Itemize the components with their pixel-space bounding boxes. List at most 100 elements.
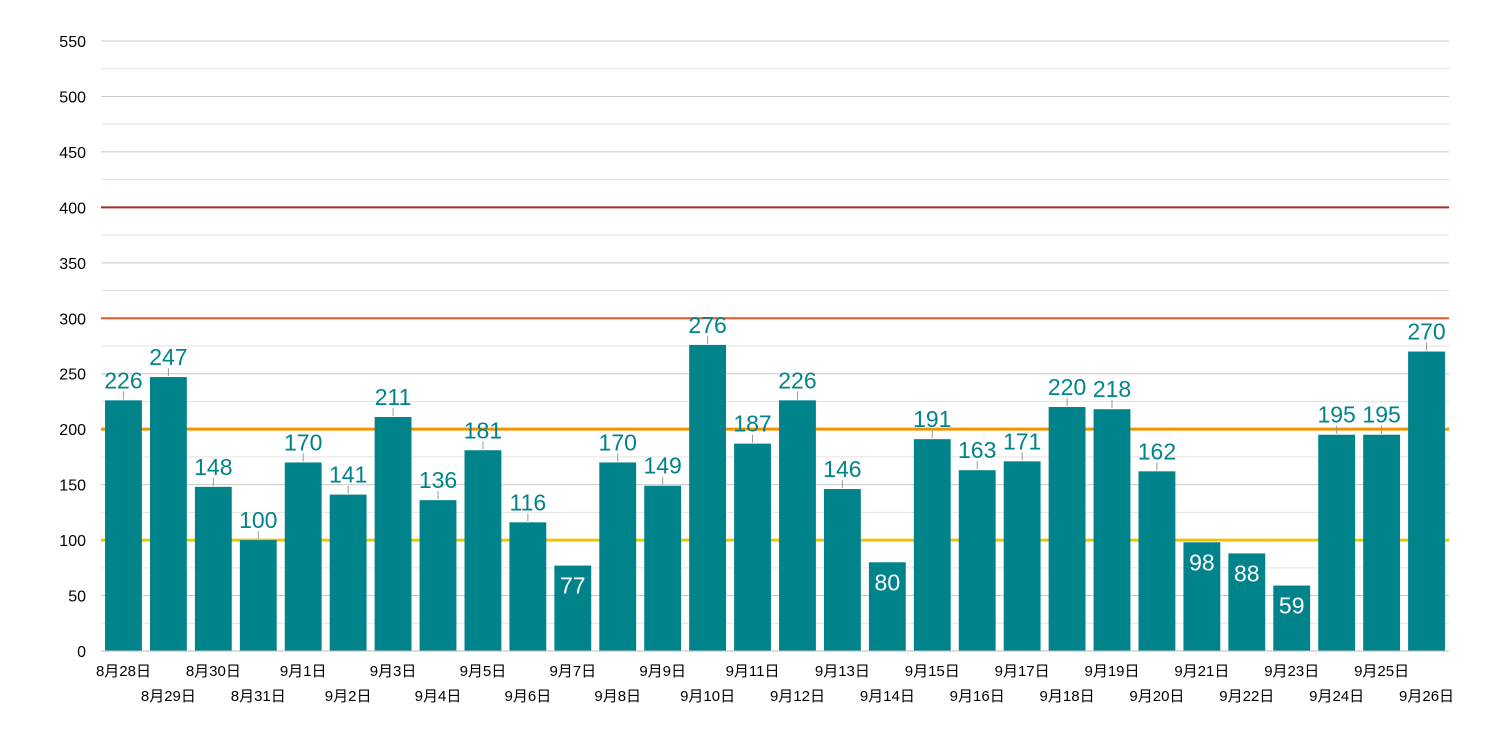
- data-labels: 2262471481001701412111361811167717014927…: [104, 312, 1445, 619]
- bar: [823, 489, 861, 651]
- bar: [779, 400, 816, 651]
- data-label: 77: [560, 573, 586, 599]
- data-label: 195: [1362, 402, 1400, 428]
- bar: [374, 416, 412, 651]
- data-label: 218: [1093, 376, 1131, 402]
- data-label: 276: [688, 312, 726, 338]
- x-tick-label: 9月3日: [370, 663, 417, 680]
- x-tick-label: 9月21日: [1174, 663, 1229, 680]
- bar: [958, 470, 996, 651]
- x-tick-label: 9月1日: [280, 663, 327, 680]
- data-label: 100: [239, 507, 277, 533]
- data-label: 181: [464, 417, 502, 443]
- data-label: 148: [194, 454, 232, 480]
- reference-lines: [101, 206, 1449, 542]
- bar: [419, 500, 457, 651]
- x-tick-label: 9月24日: [1309, 688, 1364, 705]
- bar: [1273, 585, 1311, 651]
- bar: [1363, 434, 1401, 651]
- x-tick-label: 9月20日: [1129, 688, 1184, 705]
- data-label: 98: [1189, 549, 1215, 575]
- bar: [1048, 407, 1086, 651]
- data-label: 162: [1138, 438, 1176, 464]
- y-tick-label: 0: [77, 644, 86, 661]
- data-label: 270: [1407, 319, 1445, 345]
- bar: [329, 494, 367, 651]
- y-tick-label: 500: [59, 89, 86, 106]
- y-tick-label: 200: [59, 422, 86, 439]
- x-tick-label: 9月6日: [505, 688, 552, 705]
- y-axis: 0 50 100 150 200 250 300 350 400 450 500 550: [59, 34, 86, 661]
- data-label: 149: [643, 453, 681, 479]
- y-tick-label: 400: [59, 200, 86, 217]
- bar: [1003, 461, 1041, 651]
- data-label: 141: [329, 462, 367, 488]
- data-label: 211: [375, 384, 412, 410]
- x-tick-label: 9月17日: [995, 663, 1050, 680]
- y-tick-label: 450: [59, 145, 86, 162]
- x-tick-label: 9月22日: [1219, 688, 1274, 705]
- y-tick-label: 150: [59, 478, 86, 495]
- bar: [599, 462, 637, 651]
- bar: [284, 462, 322, 651]
- x-tick-label: 9月11日: [726, 663, 780, 680]
- x-tick-label: 9月4日: [415, 688, 462, 705]
- x-tick-label: 9月14日: [860, 688, 915, 705]
- data-label: 146: [823, 456, 861, 482]
- x-tick-label: 9月7日: [549, 663, 596, 680]
- x-tick-label: 9月25日: [1354, 663, 1409, 680]
- y-tick-label: 50: [68, 589, 86, 606]
- bar: [1183, 542, 1221, 651]
- x-tick-label: 9月2日: [325, 688, 372, 705]
- x-tick-label: 8月30日: [186, 663, 241, 680]
- x-tick-label: 9月9日: [639, 663, 686, 680]
- x-tick-label: 9月8日: [594, 688, 641, 705]
- data-label: 226: [104, 367, 142, 393]
- bar: [1093, 409, 1131, 651]
- x-tick-label: 8月29日: [141, 688, 196, 705]
- data-label: 170: [284, 429, 322, 455]
- bar: [464, 450, 502, 651]
- x-tick-label: 9月18日: [1040, 688, 1095, 705]
- bar: [868, 562, 906, 651]
- x-tick-label: 9月12日: [770, 688, 825, 705]
- data-label: 187: [733, 411, 771, 437]
- data-label: 247: [149, 344, 187, 370]
- data-label: 163: [958, 437, 996, 463]
- x-tick-label: 9月19日: [1084, 663, 1139, 680]
- bar: [1228, 553, 1266, 651]
- data-label: 195: [1317, 402, 1355, 428]
- data-label: 226: [778, 367, 816, 393]
- x-tick-label: 9月15日: [905, 663, 960, 680]
- y-tick-label: 350: [59, 256, 86, 273]
- bar: [1318, 434, 1356, 651]
- y-tick-label: 550: [59, 34, 86, 51]
- x-tick-label: 9月5日: [460, 663, 507, 680]
- x-axis: 8月28日 8月29日 8月30日 8月31日 9月1日 9月2日 9月3日 9月4日 9月5日…: [96, 650, 1454, 705]
- bar: [1138, 471, 1176, 651]
- x-tick-label: 9月26日: [1399, 688, 1454, 705]
- data-label: 220: [1048, 374, 1086, 400]
- data-label: 136: [419, 467, 457, 493]
- bar: [239, 540, 277, 651]
- y-tick-label: 100: [59, 533, 86, 550]
- bar: [554, 565, 592, 651]
- bar: [644, 485, 682, 651]
- bar: [194, 486, 232, 651]
- bars: [105, 344, 1445, 651]
- y-tick-label: 250: [59, 367, 86, 384]
- bar: [734, 443, 771, 651]
- bar: [149, 377, 187, 651]
- bar: [689, 344, 727, 651]
- data-label: 170: [599, 429, 637, 455]
- data-label: 59: [1279, 593, 1305, 619]
- x-tick-label: 9月10日: [680, 688, 735, 705]
- data-label: 191: [913, 406, 951, 432]
- x-tick-label: 8月28日: [96, 663, 151, 680]
- bar: [1408, 351, 1445, 651]
- data-label: 88: [1234, 560, 1260, 586]
- bar: [105, 400, 142, 651]
- bar: [913, 439, 951, 651]
- x-tick-label: 9月16日: [950, 688, 1005, 705]
